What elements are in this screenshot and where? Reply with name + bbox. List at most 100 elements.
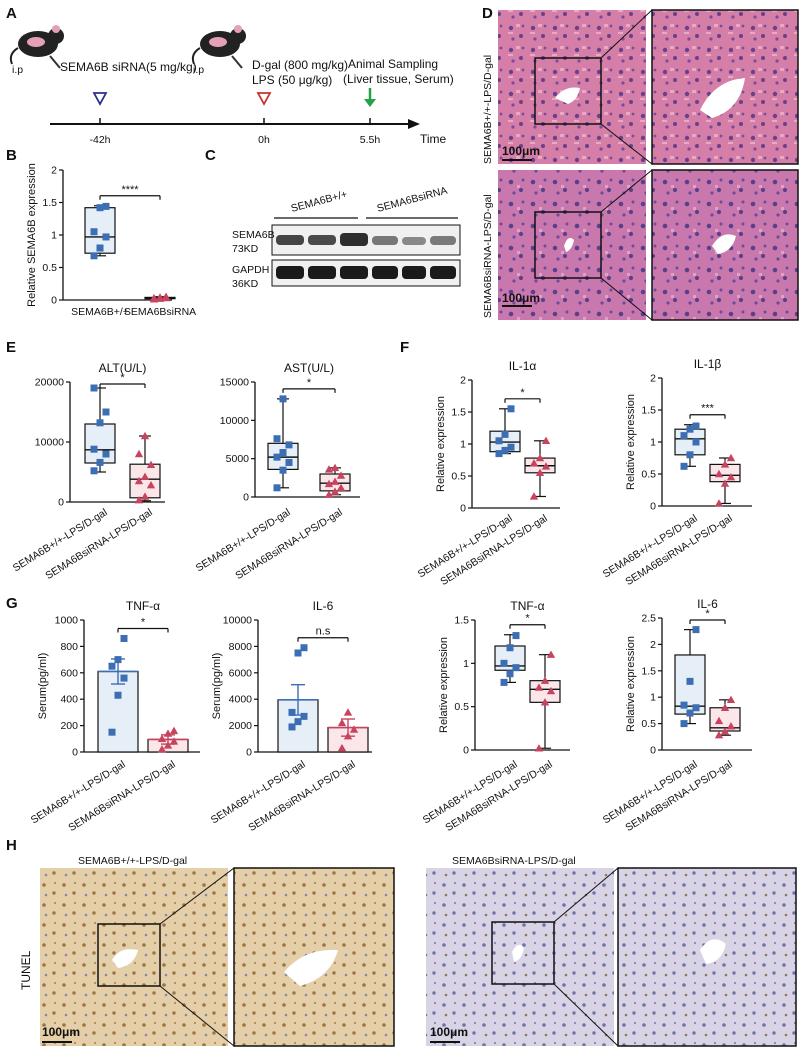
- data-point: [324, 465, 334, 473]
- data-point: [140, 492, 150, 500]
- data-point: [120, 674, 128, 682]
- y-tick-label: 2000: [229, 720, 253, 732]
- chart-title: IL-1β: [694, 357, 722, 371]
- significance-label: ***: [701, 403, 715, 415]
- data-point: [155, 293, 165, 301]
- data-point: [500, 678, 508, 686]
- chart-b: 0 0.5 1 1.5 2 Relative SEMA6B expression SEMA6…: [26, 163, 196, 318]
- y-tick-label: 1.5: [451, 407, 466, 419]
- mouse-icon: [191, 25, 246, 69]
- data-point: [169, 726, 179, 735]
- y-tick-label: 1.5: [42, 197, 57, 209]
- y-tick-label: 0: [72, 747, 78, 759]
- data-point: [96, 458, 104, 466]
- scale-bar-label: 100μm: [430, 1025, 468, 1039]
- significance-label: *: [307, 377, 312, 389]
- western-blot-panel: SEMA6B+/+ SEMA6BsiRNA SEMA6B 73KD GAPDH …: [232, 185, 461, 290]
- y-tick-label: 0: [650, 745, 656, 757]
- blot-group-label: SEMA6BsiRNA: [376, 185, 449, 215]
- data-point: [337, 718, 347, 727]
- data-point: [96, 419, 104, 427]
- scale-bar-label: 100μm: [42, 1025, 80, 1039]
- blot-row-size: 36KD: [232, 278, 259, 290]
- chart-title: IL-6: [313, 599, 334, 613]
- data-point: [140, 472, 150, 480]
- y-tick-label: 2.5: [641, 613, 656, 625]
- y-tick-label: 2: [51, 165, 57, 177]
- data-point: [495, 437, 503, 445]
- data-point: [720, 727, 730, 735]
- data-point: [90, 467, 98, 475]
- data-point: [541, 462, 551, 470]
- y-tick-label: 1: [463, 658, 469, 670]
- data-point: [102, 408, 110, 416]
- panel-letter-f: F: [400, 339, 409, 356]
- data-point: [546, 686, 556, 695]
- y-tick-label: 10000: [35, 437, 64, 449]
- y-tick-label: 400: [60, 694, 78, 706]
- y-tick-label: 0: [463, 745, 469, 757]
- data-point: [273, 484, 281, 492]
- data-point: [134, 449, 144, 458]
- chart-title: TNF-α: [510, 599, 544, 613]
- y-tick-label: 0.5: [42, 262, 57, 274]
- significance-label: *: [705, 608, 710, 620]
- data-point: [330, 477, 340, 485]
- data-point: [157, 734, 167, 742]
- y-tick-label: 0: [650, 501, 656, 513]
- y-axis-label: Relative expression: [625, 394, 637, 490]
- y-tick-label: 20000: [35, 377, 64, 389]
- event-label-line: Animal Sampling: [348, 57, 438, 71]
- data-point: [114, 691, 122, 699]
- significance-label: n.s: [316, 626, 331, 638]
- data-point: [720, 479, 730, 487]
- data-point: [161, 292, 171, 300]
- data-point: [726, 722, 736, 730]
- marker-triangle: [92, 92, 108, 106]
- he-row-label: SEMA6BsiRNA-LPS/D-gal: [482, 194, 494, 318]
- y-tick-label: 1.5: [641, 665, 656, 677]
- y-tick-label: 1: [650, 437, 656, 449]
- data-point: [501, 430, 509, 438]
- data-point: [146, 460, 156, 468]
- time-axis-label: Time: [420, 132, 447, 146]
- data-point: [273, 435, 281, 443]
- data-point: [726, 453, 736, 462]
- data-point: [692, 422, 700, 430]
- data-point: [535, 453, 545, 462]
- data-point: [108, 662, 116, 670]
- data-point: [686, 677, 694, 685]
- data-point: [336, 471, 346, 479]
- data-point: [90, 228, 98, 236]
- y-tick-label: 1: [650, 692, 656, 704]
- route-label: i.p: [193, 64, 204, 76]
- data-point: [501, 446, 509, 454]
- event-label-line: D-gal (800 mg/kg): [252, 58, 348, 72]
- data-point: [294, 718, 302, 726]
- y-tick-label: 0.5: [454, 701, 469, 713]
- data-point: [90, 445, 98, 453]
- data-point: [512, 664, 520, 672]
- he-histology-panel: 100μm 100μm SEMA6B+/+-LPS/D-gal SEMA6Bsi…: [482, 9, 799, 321]
- category-label: SEMA6BsiRNA: [124, 306, 196, 318]
- y-axis-label: Serum(pg/ml): [211, 653, 223, 720]
- y-tick-label: 5000: [226, 453, 250, 465]
- y-tick-label: 1: [460, 439, 466, 451]
- significance-label: *: [525, 613, 530, 625]
- chart-g2: 0200040006000800010000Serum(pg/ml)IL-6SE…: [209, 599, 372, 834]
- data-point: [686, 425, 694, 433]
- data-point: [680, 462, 688, 470]
- y-tick-label: 1.5: [641, 405, 656, 417]
- data-point: [163, 729, 173, 737]
- significance-label: ****: [121, 184, 139, 196]
- significance-label: *: [141, 616, 146, 628]
- data-point: [108, 728, 116, 736]
- y-tick-label: 6000: [229, 667, 253, 679]
- data-point: [714, 499, 724, 507]
- scale-bar-label: 100μm: [502, 144, 540, 158]
- time-tick: 5.5h: [360, 134, 381, 146]
- data-point: [134, 476, 144, 485]
- data-point: [90, 252, 98, 260]
- data-point: [102, 233, 110, 241]
